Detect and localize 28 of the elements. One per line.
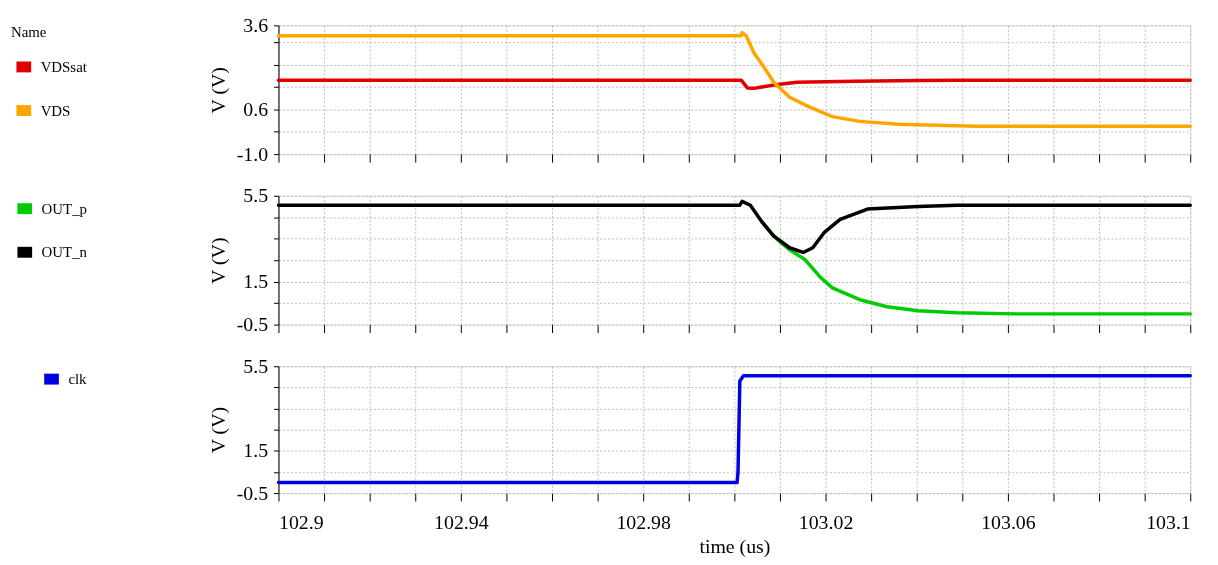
y-tick-label: 0.6 [243, 97, 269, 120]
y-tick-label: 5.5 [243, 354, 269, 377]
y-tick-label: 5.5 [243, 184, 269, 207]
y-axis-title: V (V) [206, 67, 230, 114]
y-tick-label: -0.5 [236, 313, 269, 336]
x-tick-label: 102.9 [278, 511, 324, 534]
y-tick-label: 3.6 [243, 13, 269, 36]
y-tick-label: 1.5 [243, 270, 269, 293]
x-tick-label: 102.94 [434, 511, 489, 534]
legend-label: VDSsat [40, 58, 88, 75]
y-tick-label: 1.5 [243, 439, 269, 462]
x-axis-title: time (us) [699, 535, 771, 559]
x-tick-label: 103.02 [798, 511, 854, 534]
y-tick-label: -0.5 [236, 481, 269, 504]
x-tick-label: 103.06 [981, 511, 1036, 534]
y-axis-title: V (V) [206, 237, 230, 284]
x-tick-label: 103.1 [1146, 511, 1191, 534]
legend-label: OUT_p [41, 200, 88, 217]
y-axis-title: V (V) [206, 406, 230, 454]
legend-label: VDS [40, 102, 71, 119]
y-tick-label: -1.0 [236, 142, 269, 165]
line-series [276, 30, 1192, 128]
legend-title: Name [10, 24, 47, 41]
legend-label: OUT_n [41, 244, 88, 261]
line-series [276, 78, 1192, 91]
x-tick-label: 102.98 [616, 511, 672, 534]
line-series [276, 374, 1192, 485]
legend-label: clk [68, 371, 88, 388]
